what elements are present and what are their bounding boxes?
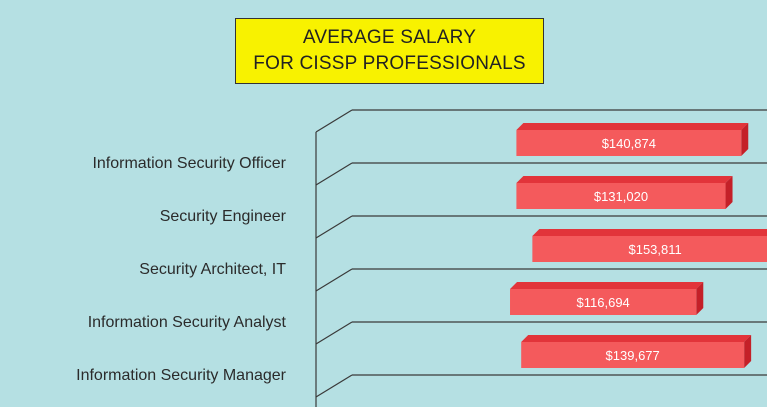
category-label: Information Security Analyst xyxy=(88,314,287,331)
bar-side-face xyxy=(744,335,752,368)
data-label: $131,020 xyxy=(594,189,648,204)
bar-top-face xyxy=(516,176,733,183)
bar xyxy=(516,183,726,209)
data-label: $116,694 xyxy=(577,295,630,310)
bar-top-face xyxy=(516,123,749,130)
bar-top-face xyxy=(510,282,704,289)
gridline-depth xyxy=(315,215,353,239)
chart-title-box: AVERAGE SALARY FOR CISSP PROFESSIONALS xyxy=(235,18,544,84)
bar xyxy=(532,236,767,262)
bar xyxy=(516,130,742,156)
bar-side-face xyxy=(725,176,733,209)
category-label: Security Architect, IT xyxy=(139,261,286,278)
chart-title-line-2: FOR CISSP PROFESSIONALS xyxy=(253,53,526,74)
data-label: $139,677 xyxy=(606,348,660,363)
bar-top-face xyxy=(521,335,752,342)
gridline-depth xyxy=(315,321,353,345)
chart-title-line-1: AVERAGE SALARY xyxy=(302,27,477,48)
category-label: Information Security Manager xyxy=(76,367,287,384)
bar xyxy=(521,342,745,368)
category-label: Security Engineer xyxy=(160,208,287,225)
bar-side-face xyxy=(696,282,704,315)
data-label: $140,874 xyxy=(602,136,656,151)
category-label: Information Security Officer xyxy=(92,155,286,172)
gridline-depth xyxy=(315,268,353,292)
bar xyxy=(510,289,697,315)
bar-side-face xyxy=(741,123,749,156)
data-label: $153,811 xyxy=(628,242,681,257)
bar-top-face xyxy=(532,229,767,236)
gridline-depth xyxy=(315,162,353,186)
gridline-depth xyxy=(315,109,353,133)
gridline-depth xyxy=(315,374,353,398)
